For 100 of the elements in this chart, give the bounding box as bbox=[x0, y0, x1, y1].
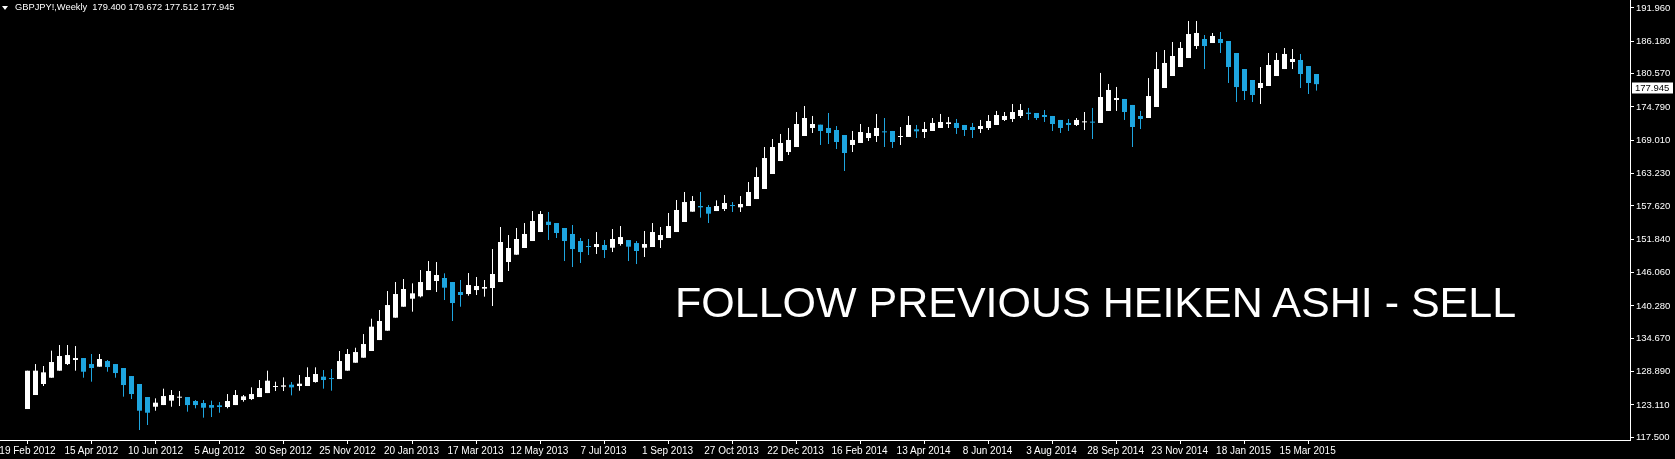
candlestick bbox=[1090, 107, 1095, 140]
candlestick bbox=[642, 230, 647, 258]
candlestick bbox=[450, 281, 455, 322]
candlestick bbox=[778, 133, 783, 162]
candlestick bbox=[1170, 41, 1175, 77]
y-tick-label: 123.110 bbox=[1636, 398, 1670, 410]
x-tick-label: 19 Feb 2012 bbox=[0, 444, 56, 456]
candlestick bbox=[1138, 110, 1143, 130]
y-tick-label: 163.230 bbox=[1636, 167, 1671, 179]
candlestick bbox=[522, 222, 527, 249]
candlestick bbox=[418, 269, 423, 298]
y-tick-label: 169.010 bbox=[1636, 134, 1671, 146]
y-tick-label: 186.180 bbox=[1636, 35, 1671, 46]
x-tick-label: 15 Mar 2015 bbox=[1279, 444, 1337, 456]
candlestick bbox=[442, 272, 447, 301]
candlestick bbox=[1290, 48, 1295, 70]
x-tick-label: 28 Sep 2014 bbox=[1087, 444, 1145, 456]
candlestick bbox=[458, 279, 463, 308]
x-tick-label: 17 Mar 2013 bbox=[447, 444, 505, 456]
x-tick-label: 22 Dec 2013 bbox=[767, 444, 825, 456]
candlestick bbox=[49, 350, 54, 379]
x-tick-label: 30 Sep 2012 bbox=[255, 444, 313, 456]
candlestick bbox=[345, 348, 350, 372]
candlestick bbox=[858, 123, 863, 144]
candlestick bbox=[802, 105, 807, 137]
candlestick bbox=[586, 238, 591, 256]
candlestick bbox=[794, 111, 799, 148]
candlestick bbox=[514, 227, 519, 256]
candlestick bbox=[594, 231, 599, 255]
candlestick bbox=[546, 211, 551, 241]
candlestick bbox=[177, 390, 182, 407]
candlestick bbox=[658, 226, 663, 249]
candlestick bbox=[1194, 20, 1199, 50]
y-tick-label: 117.500 bbox=[1636, 431, 1670, 443]
x-tick-label: 8 Jun 2014 bbox=[962, 444, 1013, 456]
candlestick bbox=[129, 375, 134, 400]
candlestick bbox=[530, 210, 535, 242]
x-tick-label: 20 Jan 2013 bbox=[383, 444, 440, 456]
candlestick bbox=[1202, 34, 1207, 70]
candlestick bbox=[490, 248, 495, 307]
candlestick bbox=[834, 125, 839, 150]
candlestick bbox=[850, 130, 855, 153]
x-tick-label: 7 Jul 2013 bbox=[580, 444, 628, 456]
candlestick bbox=[1082, 111, 1087, 131]
candlestick bbox=[906, 115, 911, 138]
x-tick-label: 27 Oct 2013 bbox=[704, 444, 760, 456]
candlestick bbox=[121, 367, 126, 398]
x-tick-label: 23 Nov 2014 bbox=[1151, 444, 1209, 456]
y-tick-label: 180.570 bbox=[1636, 67, 1671, 79]
candlestick bbox=[730, 201, 735, 213]
candlestick bbox=[898, 126, 903, 146]
candlestick bbox=[1242, 68, 1247, 101]
candlestick bbox=[89, 353, 94, 383]
candlestick bbox=[1266, 52, 1271, 87]
y-tick-label: 146.060 bbox=[1636, 266, 1671, 278]
candlestick bbox=[682, 191, 687, 223]
candlestick bbox=[1130, 104, 1135, 148]
candlestick bbox=[1178, 41, 1183, 68]
candlestick bbox=[618, 225, 623, 247]
x-tick-label: 18 Jan 2015 bbox=[1216, 444, 1272, 456]
candlestick bbox=[337, 350, 342, 380]
candlestick bbox=[466, 272, 471, 297]
y-tick-label: 134.670 bbox=[1636, 332, 1671, 344]
candlestick bbox=[329, 368, 334, 392]
x-tick-label: 10 Jun 2012 bbox=[127, 444, 184, 456]
candlestick bbox=[57, 344, 62, 372]
candlestick bbox=[65, 344, 70, 366]
annotation: FOLLOW PREVIOUS HEIKEN ASHI - SELL bbox=[675, 278, 1517, 326]
candlestick bbox=[570, 224, 575, 268]
text: 177.945 bbox=[1635, 82, 1670, 94]
candlestick bbox=[674, 199, 679, 233]
y-tick-label: 191.960 bbox=[1636, 1, 1671, 13]
candlestick bbox=[426, 260, 431, 291]
y-tick-label: 151.840 bbox=[1636, 233, 1671, 245]
candlestick bbox=[377, 309, 382, 341]
candlestick bbox=[1298, 53, 1303, 89]
candlestick bbox=[578, 237, 583, 264]
x-tick-label: 12 May 2013 bbox=[510, 444, 569, 456]
candlestick bbox=[1114, 86, 1119, 112]
candlestick bbox=[842, 134, 847, 172]
candlestick bbox=[1258, 66, 1263, 105]
candlestick bbox=[826, 112, 831, 145]
x-tick-label: 3 Aug 2014 bbox=[1026, 444, 1078, 456]
chart-title: GBPJPY!,Weekly 179.400 179.672 177.512 177.945 bbox=[15, 2, 235, 12]
candlestick bbox=[1146, 77, 1151, 119]
x-tick-label: 13 Apr 2014 bbox=[896, 444, 951, 456]
candlestick bbox=[754, 166, 759, 200]
candlestick bbox=[401, 278, 406, 308]
candlestick bbox=[145, 396, 150, 426]
candlestick bbox=[361, 333, 366, 359]
candlestick bbox=[1218, 31, 1223, 54]
candlestick bbox=[874, 113, 879, 143]
y-tick-label: 128.890 bbox=[1636, 365, 1671, 377]
candlestick bbox=[41, 365, 46, 387]
candlestick bbox=[666, 212, 671, 239]
x-tick-label: 15 Apr 2012 bbox=[64, 444, 119, 456]
candlestick bbox=[1186, 20, 1191, 59]
candlestick bbox=[434, 261, 439, 293]
candlestick bbox=[393, 281, 398, 319]
candlestick bbox=[602, 239, 607, 259]
